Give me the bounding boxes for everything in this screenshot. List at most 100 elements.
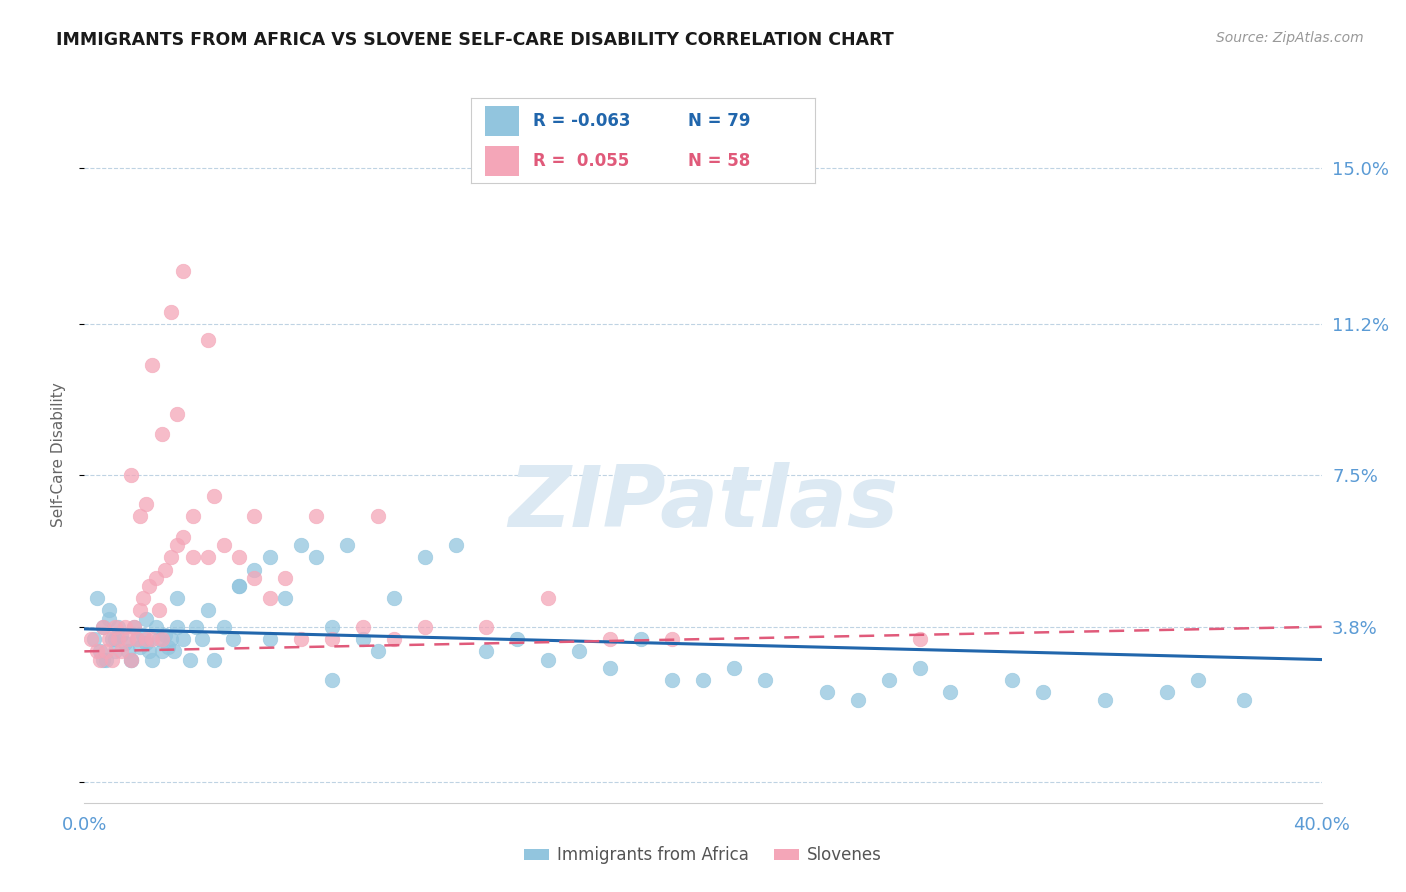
Point xyxy=(184,620,207,634)
Point xyxy=(1032,685,1054,699)
Point xyxy=(367,509,389,524)
Y-axis label: Self-Care Disability: Self-Care Disability xyxy=(51,383,66,527)
Point xyxy=(122,620,145,634)
Point xyxy=(122,620,145,634)
Point xyxy=(125,632,148,646)
Point xyxy=(197,603,219,617)
Point xyxy=(166,620,188,634)
Point xyxy=(259,591,281,606)
Point xyxy=(444,538,467,552)
Point xyxy=(243,571,266,585)
Point xyxy=(150,632,173,646)
Point xyxy=(160,550,183,565)
Point xyxy=(132,628,155,642)
Point xyxy=(305,550,328,565)
Point xyxy=(141,632,163,646)
Point xyxy=(413,620,436,634)
Point xyxy=(202,489,225,503)
Point xyxy=(367,644,389,658)
Point xyxy=(537,591,560,606)
Point xyxy=(723,661,745,675)
Point xyxy=(1094,693,1116,707)
Point xyxy=(228,579,250,593)
Point xyxy=(135,497,157,511)
Point xyxy=(135,636,157,650)
Point xyxy=(117,632,139,646)
Point xyxy=(212,620,235,634)
Point xyxy=(110,644,132,658)
Point xyxy=(321,673,343,687)
Point xyxy=(114,620,136,634)
Point xyxy=(661,673,683,687)
Point xyxy=(228,579,250,593)
Point xyxy=(94,644,117,658)
Point xyxy=(160,632,183,646)
Point xyxy=(104,620,127,634)
Point xyxy=(413,550,436,565)
Point xyxy=(107,620,129,634)
Point xyxy=(148,632,170,646)
Point xyxy=(321,620,343,634)
Point xyxy=(160,304,183,318)
Point xyxy=(661,632,683,646)
Point xyxy=(129,509,152,524)
Point xyxy=(908,632,931,646)
Point xyxy=(197,550,219,565)
Text: ZIPatlas: ZIPatlas xyxy=(508,462,898,545)
Point xyxy=(101,632,124,646)
Point xyxy=(138,644,160,658)
Point xyxy=(352,620,374,634)
Point xyxy=(321,632,343,646)
Point xyxy=(599,632,621,646)
Point xyxy=(568,644,591,658)
Point xyxy=(163,644,186,658)
Point xyxy=(191,632,214,646)
Point xyxy=(79,632,101,646)
Point xyxy=(89,644,111,658)
Point xyxy=(91,620,114,634)
Point xyxy=(475,620,498,634)
Point xyxy=(89,652,111,666)
Point xyxy=(181,509,204,524)
Point xyxy=(138,579,160,593)
Point xyxy=(179,652,201,666)
Bar xyxy=(485,106,519,136)
Point xyxy=(172,530,194,544)
Point xyxy=(120,652,142,666)
Text: R =  0.055: R = 0.055 xyxy=(533,152,630,169)
Text: N = 58: N = 58 xyxy=(688,152,751,169)
Point xyxy=(129,603,152,617)
Point xyxy=(352,632,374,646)
Point xyxy=(243,509,266,524)
Text: R = -0.063: R = -0.063 xyxy=(533,112,630,130)
Point xyxy=(145,571,167,585)
Point xyxy=(197,334,219,348)
Point xyxy=(91,620,114,634)
Point xyxy=(172,632,194,646)
Point xyxy=(86,591,108,606)
Point xyxy=(259,632,281,646)
Point xyxy=(98,612,121,626)
Point xyxy=(153,628,176,642)
Point xyxy=(877,673,900,687)
Point xyxy=(537,652,560,666)
Point xyxy=(166,591,188,606)
Point xyxy=(148,603,170,617)
Point xyxy=(754,673,776,687)
Point xyxy=(98,632,121,646)
Point xyxy=(141,358,163,372)
Point xyxy=(181,550,204,565)
Point xyxy=(129,640,152,655)
Point xyxy=(692,673,714,687)
Point xyxy=(382,591,405,606)
Point xyxy=(156,640,179,655)
Point xyxy=(166,538,188,552)
Point xyxy=(125,632,148,646)
Point xyxy=(86,644,108,658)
Legend: Immigrants from Africa, Slovenes: Immigrants from Africa, Slovenes xyxy=(517,839,889,871)
Point xyxy=(104,644,127,658)
Point xyxy=(107,632,129,646)
Point xyxy=(83,632,105,646)
Point xyxy=(94,652,117,666)
Point xyxy=(846,693,869,707)
